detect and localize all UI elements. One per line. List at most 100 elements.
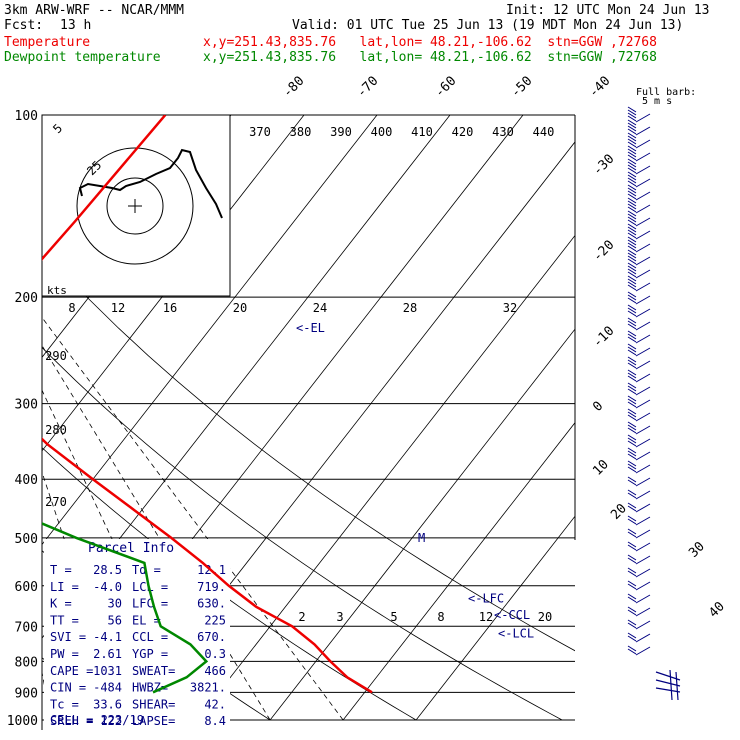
theta-e-label: 400 xyxy=(371,125,393,139)
pressure-tick-label: 500 xyxy=(15,532,38,547)
hodograph-speed-label: 24 xyxy=(313,301,327,315)
level-marker-label: <-LFC xyxy=(468,592,504,606)
parcel-param-value: 28.5 xyxy=(93,563,122,577)
hodograph-speed-label: 20 xyxy=(233,301,247,315)
level-marker-label: <-CCL xyxy=(494,608,530,622)
wind-barb xyxy=(627,460,651,474)
theta-label: 280 xyxy=(45,423,67,437)
isotherm-label: 30 xyxy=(686,539,708,561)
isotherm-label: 0 xyxy=(590,399,606,415)
isotherm-label: -10 xyxy=(590,324,617,351)
theta-e-label: 410 xyxy=(411,125,433,139)
theta-e-label: 390 xyxy=(330,125,352,139)
parcel-param-label: CCL = xyxy=(132,630,168,644)
wind-barb xyxy=(627,262,651,279)
parcel-param-value: 3821. xyxy=(190,681,226,695)
isotherm-line xyxy=(415,515,575,721)
temperature-line xyxy=(42,115,373,694)
wind-barb xyxy=(627,593,651,604)
level-marker-label: M xyxy=(418,531,425,545)
wind-barb xyxy=(627,197,651,214)
wind-barb xyxy=(627,249,651,266)
wind-barb xyxy=(627,158,651,175)
hodograph-speed-label: 28 xyxy=(403,301,417,315)
pressure-tick-label: 600 xyxy=(15,580,38,595)
parcel-param-value: 2.61 xyxy=(93,647,122,661)
wind-barb xyxy=(627,382,651,396)
adiabat-line xyxy=(42,670,52,721)
parcel-param-label: SREH = xyxy=(50,714,93,728)
isotherm-line xyxy=(196,234,575,721)
parcel-panel-bg xyxy=(44,539,230,730)
pressure-tick-label: 900 xyxy=(15,686,38,701)
wind-barb xyxy=(627,132,651,149)
wind-barb xyxy=(627,489,651,500)
model-title: 3km ARW-WRF -- NCAR/MMM xyxy=(4,3,185,18)
wind-barb xyxy=(627,145,651,162)
theta-label: 290 xyxy=(45,349,67,363)
wind-barb xyxy=(627,447,651,461)
parcel-param-label: SVI = xyxy=(50,630,86,644)
hodograph-speed-label: 16 xyxy=(163,301,177,315)
parcel-param-label: LAPSE= xyxy=(132,714,175,728)
pressure-tick-label: 100 xyxy=(15,109,38,124)
parcel-param-value: 1031 xyxy=(93,664,122,678)
hodograph-ring xyxy=(106,177,164,235)
isotherm-line xyxy=(42,115,378,546)
hodograph-speed-label: 8 xyxy=(68,301,75,315)
parcel-param-label: Tc = xyxy=(50,697,79,711)
valid-time: Valid: 01 UTC Tue 25 Jun 13 (19 MDT Mon … xyxy=(292,18,684,33)
parcel-param-value: 30 xyxy=(108,597,122,611)
hodograph-speed-label: 32 xyxy=(503,301,517,315)
wind-barb xyxy=(627,369,651,383)
parcel-param-value: 225 xyxy=(204,613,226,627)
wind-barb xyxy=(627,554,651,565)
parcel-param-value: 630. xyxy=(197,597,226,611)
parcel-param-label: CIN = xyxy=(50,681,86,695)
wind-barb xyxy=(627,275,651,292)
mixing-ratio-label: 20 xyxy=(538,610,552,624)
parcel-param-label: SHEAR= xyxy=(132,697,175,711)
isobars xyxy=(41,114,576,730)
parcel-param-value: 0.3 xyxy=(204,647,226,661)
wind-barb xyxy=(627,106,651,123)
level-marker-label: <-EL xyxy=(296,321,325,335)
pressure-tick-label: 300 xyxy=(15,398,38,413)
wind-barb xyxy=(627,606,651,617)
isotherm-label: 10 xyxy=(590,457,612,479)
wind-barb xyxy=(627,476,651,487)
adiabat-line xyxy=(42,344,271,721)
pressure-tick-label: 400 xyxy=(15,473,38,488)
parcel-param-label: K = xyxy=(50,597,72,611)
wind-barb xyxy=(627,567,651,578)
wind-barb xyxy=(627,210,651,227)
parcel-param-value: 42. xyxy=(204,697,226,711)
parcel-param-label: EL = xyxy=(132,613,161,627)
parcel-param-value: 122 xyxy=(100,714,122,728)
wind-barb xyxy=(627,580,651,591)
dewpoint-legend-location: x,y=251.43,835.76 lat,lon= 48.21,-106.62… xyxy=(203,50,657,65)
isotherm-label: -60 xyxy=(432,74,459,101)
wind-barb xyxy=(627,184,651,201)
wind-barb xyxy=(627,223,651,240)
theta-e-label: 420 xyxy=(452,125,474,139)
parcel-param-label: SWEAT= xyxy=(132,664,175,678)
sounding-series xyxy=(42,115,373,694)
dewpoint-line xyxy=(42,522,209,694)
full-barb-label: Full barb: xyxy=(636,87,696,98)
theta-e-label: 370 xyxy=(249,125,271,139)
wind-barb xyxy=(627,236,651,253)
parcel-param-label: CAPE = xyxy=(50,664,93,678)
wind-barb xyxy=(627,632,651,643)
isotherm-label: -50 xyxy=(508,74,535,101)
parcel-param-value: -4.0 xyxy=(93,580,122,594)
parcel-param-value: 670. xyxy=(197,630,226,644)
isotherm-label: -70 xyxy=(354,74,381,101)
wind-barb xyxy=(627,434,651,448)
parcel-param-value: -4.1 xyxy=(93,630,122,644)
parcel-param-value: 8.4 xyxy=(204,714,226,728)
isotherm-label: -20 xyxy=(590,238,617,265)
